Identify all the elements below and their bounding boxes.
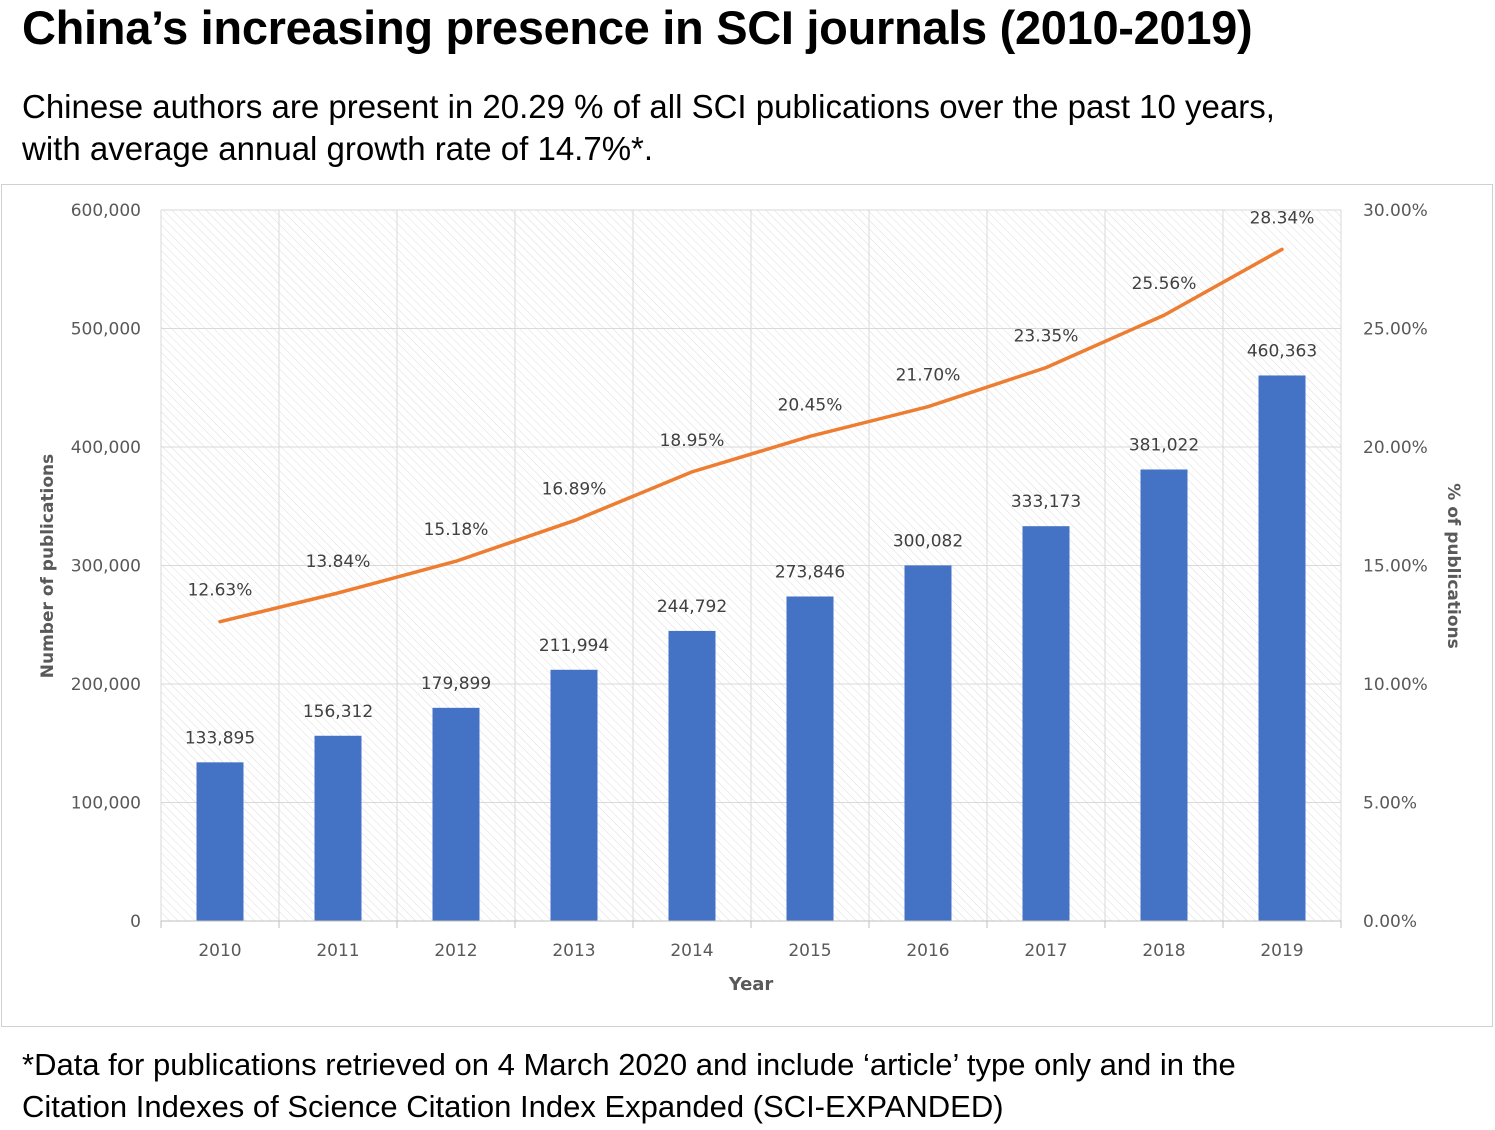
bar-value-label: 156,312 [303, 702, 373, 722]
y2-tick-label: 15.00% [1363, 557, 1428, 577]
footnote: *Data for publications retrieved on 4 Ma… [22, 1044, 1482, 1128]
x-tick-label: 2018 [1142, 941, 1185, 961]
bar-value-label: 381,022 [1129, 435, 1199, 455]
line-value-label: 28.34% [1250, 208, 1315, 228]
bar [1140, 469, 1188, 921]
y2-tick-label: 10.00% [1363, 675, 1428, 695]
line-value-label: 20.45% [778, 395, 843, 415]
line-value-label: 15.18% [424, 520, 489, 540]
bar [1022, 526, 1070, 921]
y2-axis-title: % of publications [1443, 483, 1463, 648]
bar-value-label: 179,899 [421, 674, 491, 694]
bar-value-label: 273,846 [775, 562, 845, 582]
line-point [808, 434, 812, 438]
bar-value-label: 460,363 [1247, 341, 1317, 361]
footnote-line-2: Citation Indexes of Science Citation Ind… [22, 1089, 1004, 1124]
line-point [336, 591, 340, 595]
bar-value-label: 133,895 [185, 728, 255, 748]
bar [668, 630, 716, 921]
bar [196, 762, 244, 921]
chart-title: China’s increasing presence in SCI journ… [22, 1, 1253, 54]
y-tick-label: 100,000 [71, 794, 141, 814]
line-point [1044, 366, 1048, 370]
y2-tick-label: 5.00% [1363, 794, 1417, 814]
y-tick-label: 500,000 [71, 320, 141, 340]
line-value-label: 25.56% [1132, 274, 1197, 294]
line-value-label: 12.63% [188, 581, 253, 601]
percentage-line [218, 247, 1284, 624]
bar [314, 735, 362, 921]
line-value-label: 18.95% [660, 431, 725, 451]
data-labels: 133,895 156,312 179,899 211,994 244,792 273,8… [185, 208, 1317, 748]
bar-series [196, 375, 1306, 921]
chart-frame: 133,895 156,312 179,899 211,994 244,792 273,8… [1, 184, 1493, 1027]
footnote-line-1: *Data for publications retrieved on 4 Ma… [22, 1047, 1236, 1082]
bar-value-label: 300,082 [893, 531, 963, 551]
line-series [218, 247, 1284, 624]
line-value-label: 16.89% [542, 480, 607, 500]
bar-value-label: 244,792 [657, 597, 727, 617]
x-tick-label: 2012 [434, 941, 477, 961]
bar [432, 707, 480, 921]
y-tick-label: 400,000 [71, 438, 141, 458]
x-tick-label: 2014 [670, 941, 713, 961]
y-tick-label: 200,000 [71, 675, 141, 695]
bar [786, 596, 834, 921]
y-tick-label: 600,000 [71, 201, 141, 221]
line-value-label: 21.70% [896, 366, 961, 386]
x-axis-title: Year [728, 974, 774, 995]
line-point [1162, 313, 1166, 317]
chart-subtitle: Chinese authors are present in 20.29 % o… [22, 86, 1462, 170]
subtitle-line-2: with average annual growth rate of 14.7%… [22, 130, 654, 167]
axes: 0 100,000 200,000 300,000 400,000 500,000 600,… [71, 201, 1428, 961]
line-point [218, 620, 222, 624]
x-tick-label: 2016 [906, 941, 949, 961]
x-tick-label: 2017 [1024, 941, 1067, 961]
x-tick-label: 2011 [316, 941, 359, 961]
y2-tick-label: 25.00% [1363, 320, 1428, 340]
line-point [926, 405, 930, 409]
y-axis-title: Number of publications [38, 454, 58, 679]
bar-value-label: 211,994 [539, 636, 609, 656]
line-value-label: 23.35% [1014, 327, 1079, 347]
y2-tick-label: 0.00% [1363, 912, 1417, 932]
bar [1258, 375, 1306, 921]
line-point [690, 470, 694, 474]
x-tick-label: 2015 [788, 941, 831, 961]
bar [904, 565, 952, 921]
y2-tick-label: 30.00% [1363, 201, 1428, 221]
line-point [454, 559, 458, 563]
gridlines [160, 209, 1342, 922]
x-tick-label: 2019 [1260, 941, 1303, 961]
subtitle-line-1: Chinese authors are present in 20.29 % o… [22, 88, 1275, 125]
line-value-label: 13.84% [306, 552, 371, 572]
line-point [572, 519, 576, 523]
y-tick-label: 0 [130, 912, 141, 932]
bar-value-label: 333,173 [1011, 492, 1081, 512]
bar [550, 669, 598, 921]
line-point [1280, 247, 1284, 251]
x-tick-label: 2013 [552, 941, 595, 961]
y-tick-label: 300,000 [71, 557, 141, 577]
combo-chart: 133,895 156,312 179,899 211,994 244,792 273,8… [38, 201, 1463, 995]
x-tick-label: 2010 [198, 941, 241, 961]
y2-tick-label: 20.00% [1363, 438, 1428, 458]
